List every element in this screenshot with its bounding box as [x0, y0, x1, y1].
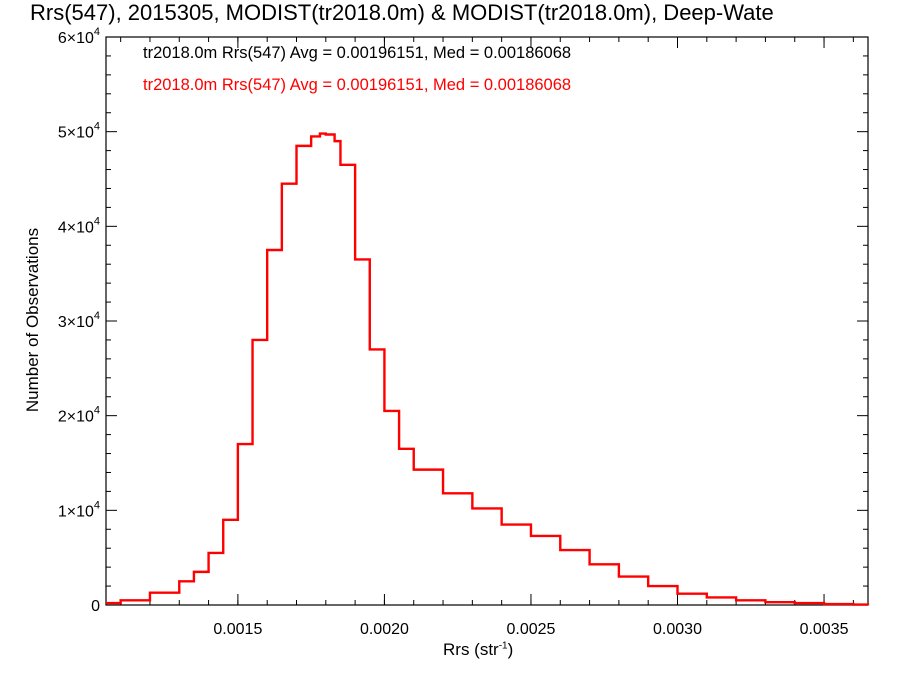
x-tick-label: 0.0025	[506, 621, 555, 638]
x-tick-label: 0.0015	[213, 621, 262, 638]
y-tick-label: 2×104	[58, 405, 100, 426]
x-tick-label: 0.0020	[360, 621, 409, 638]
y-tick-label: 5×104	[58, 121, 100, 142]
y-axis-ticks: 0 1×104 2×104 3×104 4×104 5×104 6×104	[58, 26, 868, 615]
y-tick-label: 6×104	[58, 26, 100, 47]
x-tick-label: 0.0035	[800, 621, 849, 638]
chart-title: Rrs(547), 2015305, MODIST(tr2018.0m) & M…	[30, 0, 774, 25]
y-tick-label: 3×104	[58, 310, 100, 331]
x-axis-label: Rrs (str-1)	[443, 640, 513, 660]
x-axis-label-exponent: -1	[498, 640, 508, 652]
y-tick-label: 4×104	[58, 215, 100, 236]
x-axis-label-close: )	[507, 640, 514, 659]
y-axis-label: Number of Observations	[23, 227, 42, 413]
histogram-series	[106, 132, 870, 606]
x-axis-label-main: Rrs (str	[443, 640, 499, 659]
y-tick-label: 0	[91, 598, 100, 615]
plot-frame	[105, 36, 869, 606]
x-tick-label: 0.0030	[653, 621, 702, 638]
legend-entry-black: tr2018.0m Rrs(547) Avg = 0.00196151, Med…	[143, 44, 572, 62]
series-layer	[106, 132, 870, 606]
y-tick-label: 1×104	[58, 499, 100, 520]
x-axis-ticks: 0.0015 0.0020 0.0025 0.0030 0.0035	[120, 37, 854, 638]
legend-entry-red: tr2018.0m Rrs(547) Avg = 0.00196151, Med…	[143, 76, 572, 94]
